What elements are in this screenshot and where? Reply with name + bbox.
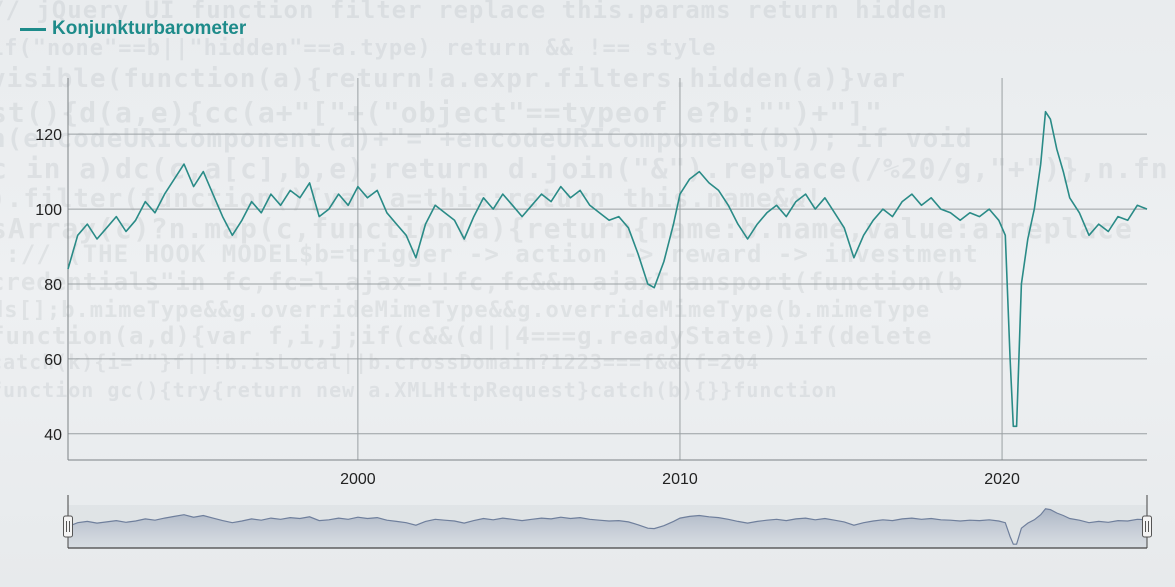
- legend-label: Konjunkturbarometer: [52, 18, 247, 39]
- series-line: [67, 110, 1148, 428]
- navigator[interactable]: [63, 495, 1152, 549]
- handle-grip-icon: [63, 515, 73, 538]
- x-tick-label: 2020: [984, 471, 1020, 488]
- y-tick-label: 120: [35, 127, 62, 144]
- code-background-line: // jQuery UI function filter replace thi…: [0, 0, 948, 24]
- axes: 40 60 80 100 120 2000 2010 2020: [35, 78, 1147, 488]
- handle-grip-icon: [1142, 515, 1152, 538]
- x-tick-label: 2010: [662, 471, 698, 488]
- code-background-line: function gc(){try{return new a.XMLHttpRe…: [0, 378, 838, 402]
- code-background-line: st(){d(a,e){cc(a+"["+("object"==typeof e…: [0, 96, 883, 129]
- code-background-line: ):// (THE HOOK MODEL$b=trigger -> action…: [0, 240, 979, 268]
- y-tick-label: 80: [44, 277, 62, 294]
- code-background-line: sArray(c)?n.map(c,function(a){return{nam…: [0, 212, 1133, 245]
- legend-swatch-icon: [20, 27, 46, 31]
- chart-legend: Konjunkturbarometer: [20, 18, 246, 40]
- y-tick-label: 40: [44, 427, 62, 444]
- code-background-line: credentials"in fc,fc=l.ajax=!!fc,fc&&n.a…: [0, 268, 964, 296]
- y-tick-label: 60: [44, 352, 62, 369]
- code-background-line: function(a,d){var f,i,j;if(c&&(d||4===g.…: [0, 322, 933, 350]
- code-background-line: h(encodeURIComponent(a)+"="+encodeURICom…: [0, 124, 973, 154]
- plot-area[interactable]: [67, 110, 1148, 428]
- grid: [68, 78, 1147, 460]
- navigator-series-line: [67, 508, 1148, 545]
- code-background-line: if("none"==b||"hidden"==a.type) return &…: [0, 36, 717, 61]
- navigator-left-handle[interactable]: [63, 515, 73, 538]
- y-tick-label: 100: [35, 202, 62, 219]
- code-background-line: ds[];b.mimeType&&g.overrideMimeType&&g.o…: [0, 298, 931, 323]
- x-tick-label: 2000: [340, 471, 376, 488]
- code-background-line: catch(k){i=""}f||!b.isLocal||b.crossDoma…: [0, 350, 760, 374]
- code-background-line: c in a)dc(c,a[c],b,e);return d.join("&")…: [0, 152, 1169, 185]
- code-background-line: visible(function(a){return!a.expr.filter…: [0, 64, 906, 94]
- navigator-right-handle[interactable]: [1142, 515, 1152, 538]
